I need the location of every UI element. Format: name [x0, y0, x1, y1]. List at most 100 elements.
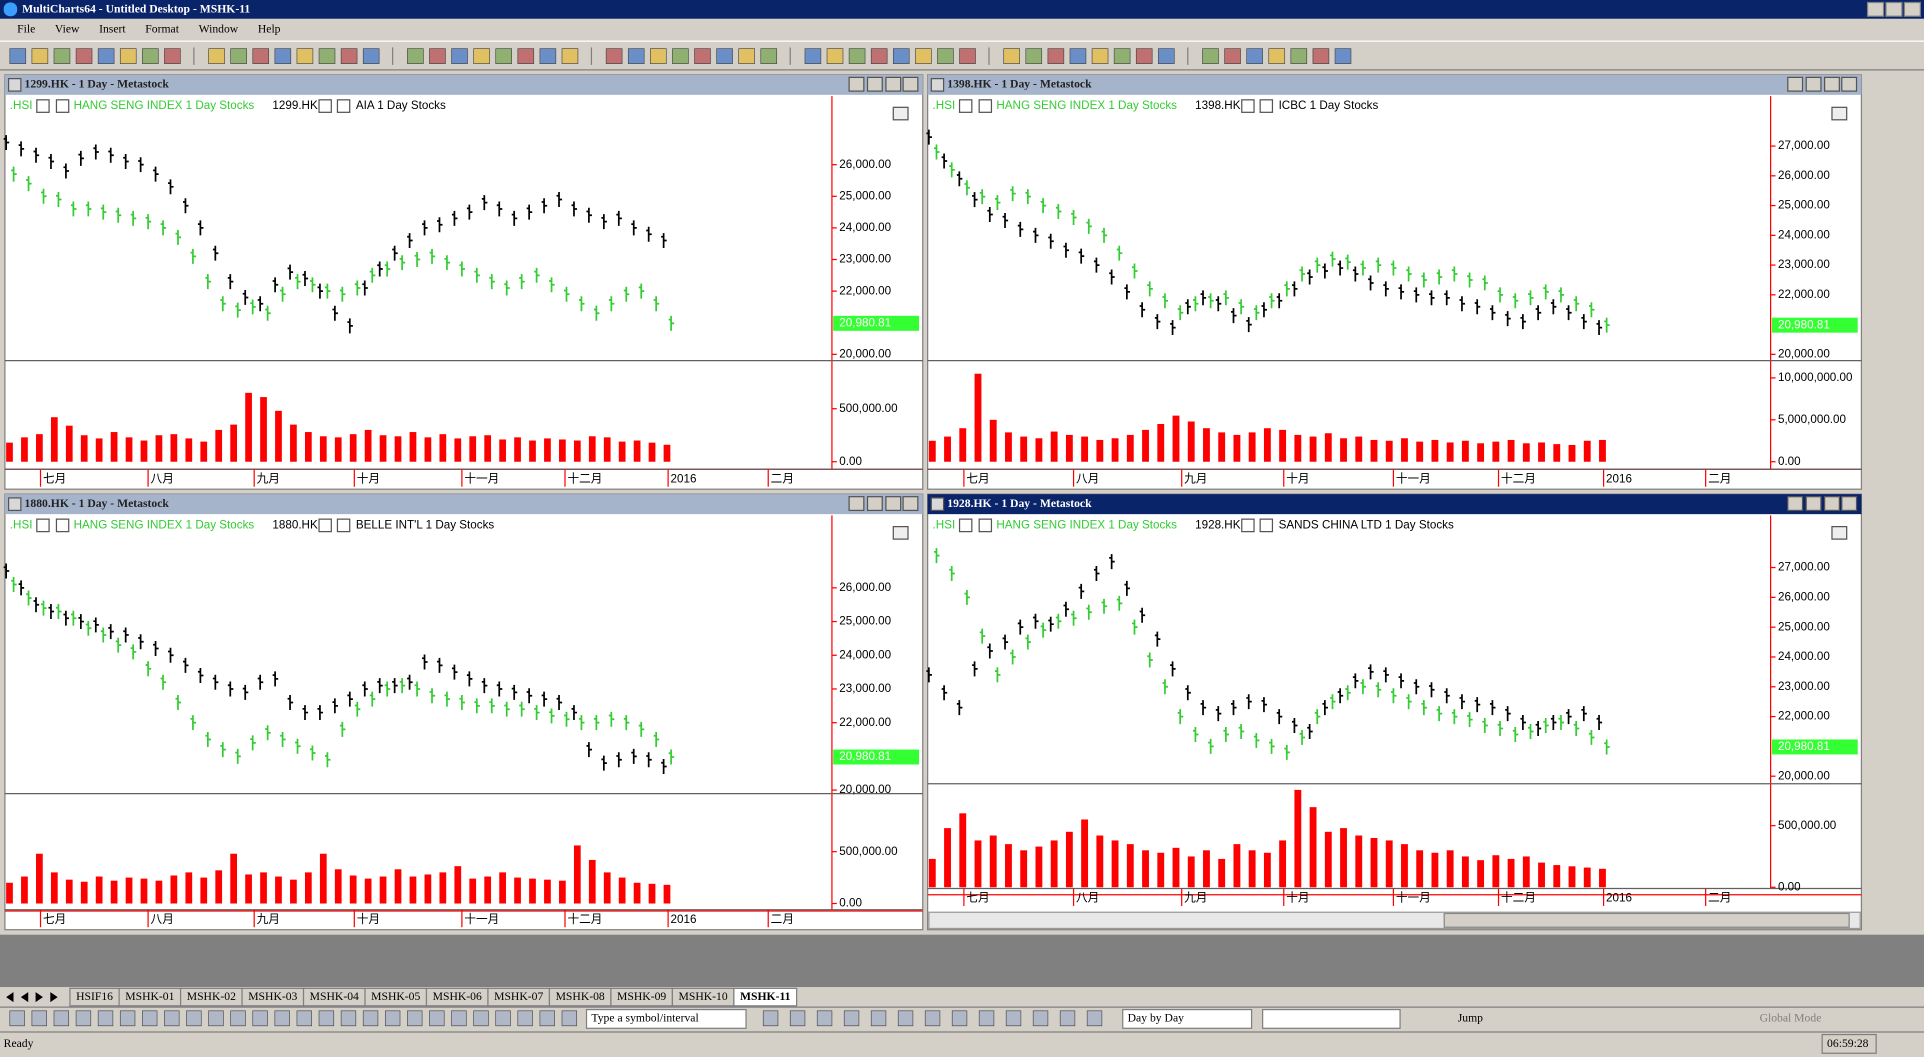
toolbar-icon[interactable] [429, 1010, 445, 1027]
toolbar-icon[interactable] [340, 48, 358, 64]
toolbar-icon[interactable] [296, 48, 314, 64]
mode-box[interactable] [1122, 1008, 1253, 1029]
toolbar-icon[interactable] [407, 1010, 423, 1027]
legend-dropdown[interactable] [978, 518, 993, 533]
legend-dropdown[interactable] [55, 99, 70, 113]
caption-button[interactable] [902, 496, 919, 512]
legend-dropdown[interactable] [36, 518, 50, 533]
toolbar-icon[interactable] [1003, 48, 1020, 64]
toolbar-icon[interactable] [1334, 48, 1352, 64]
toolbar-icon[interactable] [1290, 48, 1308, 64]
toolbar-icon[interactable] [650, 48, 667, 64]
tab-label[interactable]: MSHK-01 [125, 990, 174, 1003]
caption-button[interactable] [1823, 76, 1840, 92]
close-button[interactable] [1903, 1, 1921, 17]
toolbar-icon[interactable] [937, 48, 954, 64]
caption-button[interactable] [848, 76, 865, 92]
toolbar-icon[interactable] [1005, 1010, 1022, 1027]
toolbar-icon[interactable] [870, 48, 888, 64]
scale-button[interactable] [892, 526, 909, 540]
toolbar-icon[interactable] [517, 48, 535, 64]
toolbar-icon[interactable] [230, 48, 247, 64]
tab-label[interactable]: MSHK-05 [371, 990, 420, 1003]
toolbar-icon[interactable] [843, 1010, 860, 1027]
toolbar-icon[interactable] [1158, 48, 1175, 64]
tab-label[interactable]: MSHK-04 [310, 990, 359, 1003]
tab-scroll[interactable] [20, 992, 29, 1003]
toolbar-icon[interactable] [951, 1010, 968, 1027]
toolbar-icon[interactable] [539, 1010, 555, 1027]
toolbar-icon[interactable] [1047, 48, 1065, 64]
legend-dropdown[interactable] [336, 518, 351, 533]
toolbar-icon[interactable] [978, 1010, 995, 1027]
caption-button[interactable] [1841, 76, 1858, 92]
tab-label[interactable]: MSHK-09 [617, 990, 666, 1003]
toolbar-icon[interactable] [274, 1010, 290, 1027]
menu-item[interactable]: Insert [99, 23, 126, 36]
toolbar-icon[interactable] [340, 1010, 357, 1027]
tab-scroll[interactable] [50, 992, 58, 1003]
toolbar-icon[interactable] [1059, 1010, 1076, 1027]
menu-item[interactable]: View [55, 23, 80, 36]
toolbar-icon[interactable] [296, 1010, 312, 1027]
toolbar-icon[interactable] [495, 1010, 511, 1027]
toolbar-icon[interactable] [517, 1010, 533, 1027]
caption-button[interactable] [1823, 496, 1840, 512]
toolbar-icon[interactable] [897, 1010, 914, 1027]
toolbar-icon[interactable] [539, 48, 557, 64]
toolbar-icon[interactable] [75, 48, 93, 64]
caption-button[interactable] [1805, 76, 1822, 92]
toolbar-icon[interactable] [738, 48, 755, 64]
toolbar-icon[interactable] [816, 1010, 833, 1027]
restore-button[interactable] [1885, 1, 1903, 17]
legend-dropdown[interactable] [958, 99, 973, 113]
tab-scroll[interactable] [35, 992, 43, 1003]
tab-scroll[interactable] [6, 992, 14, 1003]
toolbar-icon[interactable] [1268, 48, 1286, 64]
toolbar-icon[interactable] [142, 48, 159, 64]
toolbar-icon[interactable] [473, 48, 490, 64]
tab-label[interactable]: MSHK-11 [740, 990, 791, 1003]
toolbar-icon[interactable] [451, 48, 468, 64]
toolbar-icon[interactable] [1113, 48, 1131, 64]
menu-item[interactable]: File [17, 23, 35, 36]
toolbar-icon[interactable] [318, 48, 336, 64]
toolbar-icon[interactable] [762, 1010, 779, 1027]
toolbar-icon[interactable] [362, 48, 380, 64]
tab-label[interactable]: MSHK-07 [494, 990, 543, 1003]
toolbar-icon[interactable] [605, 48, 623, 64]
toolbar-icon[interactable] [362, 1010, 379, 1027]
toolbar-icon[interactable] [1091, 48, 1109, 64]
legend-dropdown[interactable] [978, 99, 993, 113]
toolbar-icon[interactable] [915, 48, 932, 64]
legend-dropdown[interactable] [336, 99, 351, 113]
tab-label[interactable]: MSHK-10 [679, 990, 728, 1003]
legend-dropdown[interactable] [1259, 518, 1274, 533]
toolbar-icon[interactable] [429, 48, 446, 64]
toolbar-icon[interactable] [672, 48, 689, 64]
toolbar-icon[interactable] [186, 1010, 202, 1027]
tab-label[interactable]: MSHK-08 [556, 990, 605, 1003]
toolbar-icon[interactable] [164, 1010, 180, 1027]
toolbar-icon[interactable] [495, 48, 512, 64]
legend-dropdown[interactable] [318, 99, 332, 113]
toolbar-icon[interactable] [760, 48, 778, 64]
toolbar-icon[interactable] [97, 1010, 114, 1027]
jump-button[interactable]: Jump [1458, 1012, 1483, 1025]
toolbar-icon[interactable] [407, 48, 424, 64]
legend-dropdown[interactable] [1241, 99, 1255, 113]
toolbar-icon[interactable] [318, 1010, 335, 1027]
toolbar-icon[interactable] [892, 48, 910, 64]
global-mode[interactable]: Global Mode [1760, 1012, 1822, 1025]
toolbar-icon[interactable] [959, 48, 976, 64]
toolbar-icon[interactable] [31, 1010, 47, 1027]
toolbar-icon[interactable] [473, 1010, 489, 1027]
toolbar-icon[interactable] [9, 48, 27, 64]
toolbar-icon[interactable] [627, 48, 645, 64]
tab-label[interactable]: HSIF16 [76, 990, 113, 1003]
toolbar-icon[interactable] [826, 48, 844, 64]
toolbar-icon[interactable] [97, 48, 115, 64]
toolbar-icon[interactable] [1202, 48, 1219, 64]
legend-dropdown[interactable] [1241, 518, 1255, 533]
toolbar-icon[interactable] [561, 48, 579, 64]
